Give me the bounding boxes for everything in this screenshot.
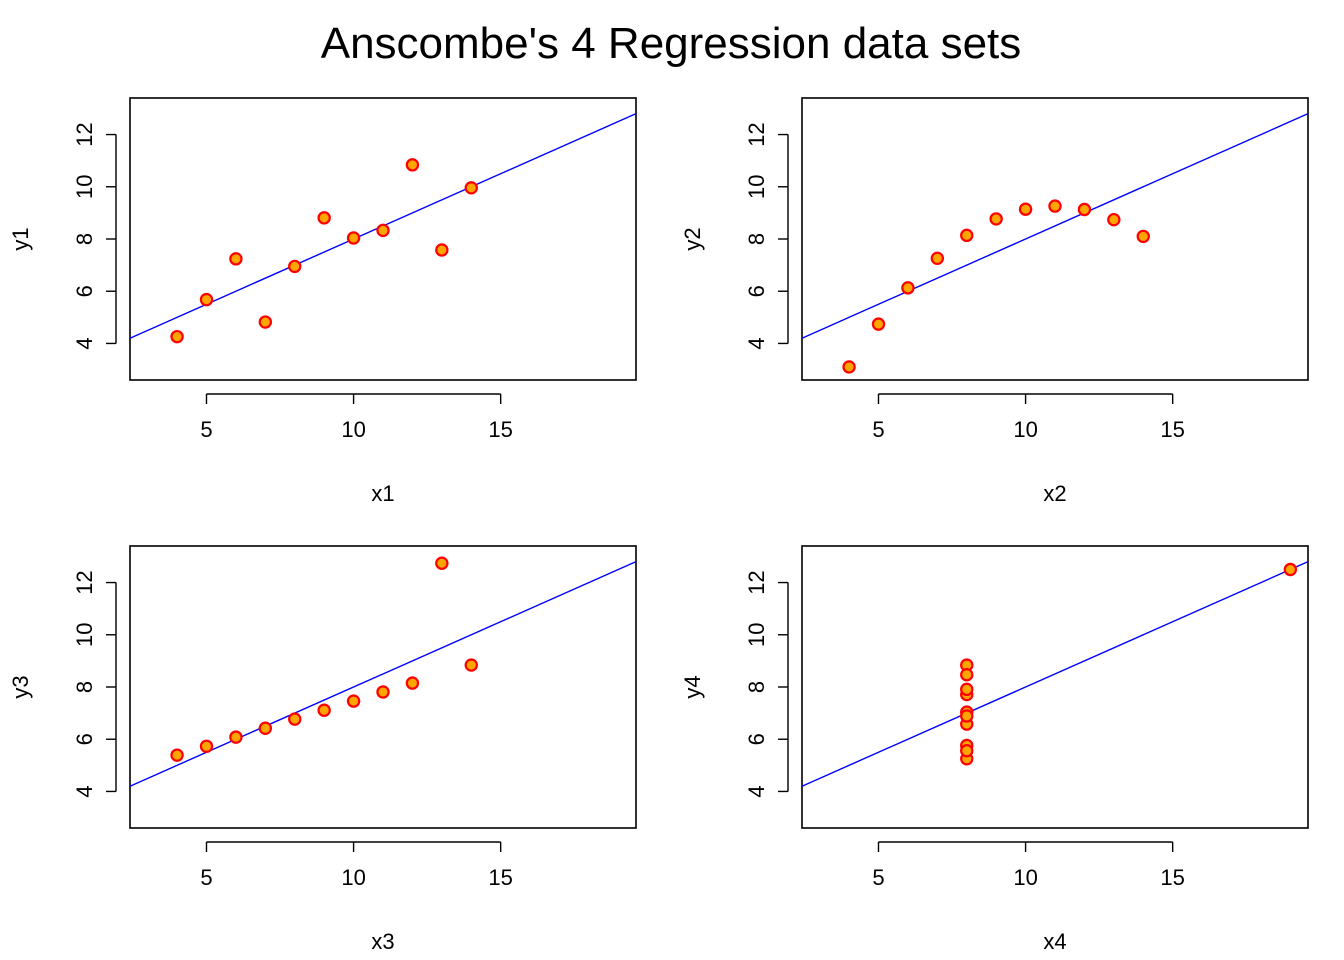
y-tick-label: 8 bbox=[744, 233, 769, 245]
data-point bbox=[317, 211, 331, 225]
y-tick-label: 6 bbox=[72, 733, 97, 745]
data-point bbox=[1048, 199, 1062, 213]
y-tick-label: 10 bbox=[72, 623, 97, 647]
y-tick-label: 4 bbox=[72, 337, 97, 349]
panels: 5 10 15 4 6 8 10 12 x1 y1 5 10 15 4 6 8 10 12 x2 y2 5 10 15 4 6 8… bbox=[8, 97, 1309, 954]
data-point bbox=[170, 329, 184, 344]
data-point bbox=[464, 658, 478, 672]
data-point bbox=[989, 212, 1003, 226]
data-point bbox=[960, 228, 974, 243]
y-axis-label: y2 bbox=[680, 227, 705, 250]
x-tick-label: 15 bbox=[488, 417, 512, 442]
data-point bbox=[960, 682, 974, 697]
data-point bbox=[1283, 562, 1298, 577]
x-axis-label: x2 bbox=[1043, 481, 1066, 506]
x-tick-label: 10 bbox=[1013, 865, 1037, 890]
y-axis-label: y3 bbox=[8, 675, 33, 698]
x-axis-label: x1 bbox=[371, 481, 394, 506]
x-tick-label: 15 bbox=[1160, 865, 1184, 890]
data-point bbox=[1107, 212, 1121, 227]
y-tick-label: 12 bbox=[744, 122, 769, 146]
data-point bbox=[258, 721, 273, 735]
data-point bbox=[960, 709, 974, 723]
regression-line bbox=[130, 561, 636, 787]
data-point bbox=[1077, 202, 1092, 217]
regression-line bbox=[802, 561, 1308, 787]
data-point bbox=[405, 676, 420, 690]
x-tick-label: 5 bbox=[872, 417, 884, 442]
x-tick-label: 15 bbox=[488, 865, 512, 890]
data-point bbox=[229, 252, 243, 266]
scatter-panel-1: 5 10 15 4 6 8 10 12 x1 y1 bbox=[8, 97, 637, 506]
plot-frame bbox=[129, 97, 637, 381]
y-tick-label: 10 bbox=[72, 175, 97, 199]
figure-title: Anscombe's 4 Regression data sets bbox=[321, 19, 1022, 68]
y-axis-label: y1 bbox=[8, 227, 33, 250]
y-tick-label: 6 bbox=[72, 285, 97, 297]
data-point bbox=[376, 685, 390, 699]
data-point bbox=[170, 748, 184, 762]
y-tick-label: 8 bbox=[72, 233, 97, 245]
y-tick-label: 8 bbox=[744, 681, 769, 693]
x-tick-label: 10 bbox=[341, 865, 365, 890]
data-point bbox=[346, 694, 361, 708]
y-tick-label: 10 bbox=[744, 623, 769, 647]
data-point bbox=[317, 703, 331, 717]
y-tick-label: 8 bbox=[72, 681, 97, 693]
data-point bbox=[435, 243, 449, 257]
data-point bbox=[288, 712, 302, 726]
x-tick-label: 10 bbox=[341, 417, 365, 442]
data-point bbox=[930, 251, 945, 266]
y-tick-label: 12 bbox=[744, 570, 769, 594]
x-tick-label: 15 bbox=[1160, 417, 1184, 442]
data-point bbox=[376, 223, 390, 238]
data-point bbox=[842, 360, 856, 374]
scatter-panel-3: 5 10 15 4 6 8 10 12 x3 y3 bbox=[8, 545, 637, 954]
x-tick-label: 5 bbox=[872, 865, 884, 890]
y-tick-label: 10 bbox=[744, 175, 769, 199]
data-point bbox=[1136, 229, 1150, 244]
data-point bbox=[199, 292, 214, 307]
data-point bbox=[435, 556, 449, 570]
data-point bbox=[199, 739, 214, 753]
y-axis-label: y4 bbox=[680, 675, 705, 698]
x-axis-label: x4 bbox=[1043, 929, 1066, 954]
x-tick-label: 5 bbox=[200, 865, 212, 890]
y-tick-label: 6 bbox=[744, 285, 769, 297]
x-axis-label: x3 bbox=[371, 929, 394, 954]
y-tick-label: 4 bbox=[72, 785, 97, 797]
y-tick-label: 12 bbox=[72, 570, 97, 594]
x-tick-label: 10 bbox=[1013, 417, 1037, 442]
plot-frame bbox=[801, 545, 1309, 829]
data-point bbox=[288, 259, 302, 274]
scatter-panel-2: 5 10 15 4 6 8 10 12 x2 y2 bbox=[680, 97, 1309, 506]
scatter-panel-4: 5 10 15 4 6 8 10 12 x4 y4 bbox=[680, 545, 1309, 954]
data-point bbox=[960, 744, 974, 758]
y-tick-label: 12 bbox=[72, 122, 97, 146]
y-tick-label: 4 bbox=[744, 337, 769, 349]
data-point bbox=[1018, 202, 1033, 216]
y-tick-label: 6 bbox=[744, 733, 769, 745]
data-point bbox=[901, 281, 915, 295]
regression-line bbox=[802, 113, 1308, 339]
x-tick-label: 5 bbox=[200, 417, 212, 442]
data-point bbox=[960, 668, 974, 682]
data-point bbox=[464, 181, 478, 195]
data-point bbox=[346, 231, 361, 245]
plot-frame bbox=[129, 545, 637, 829]
plot-frame bbox=[801, 97, 1309, 381]
data-point bbox=[405, 158, 420, 172]
data-point bbox=[258, 315, 273, 329]
data-point bbox=[229, 730, 243, 744]
data-point bbox=[871, 317, 886, 331]
y-tick-label: 4 bbox=[744, 785, 769, 797]
